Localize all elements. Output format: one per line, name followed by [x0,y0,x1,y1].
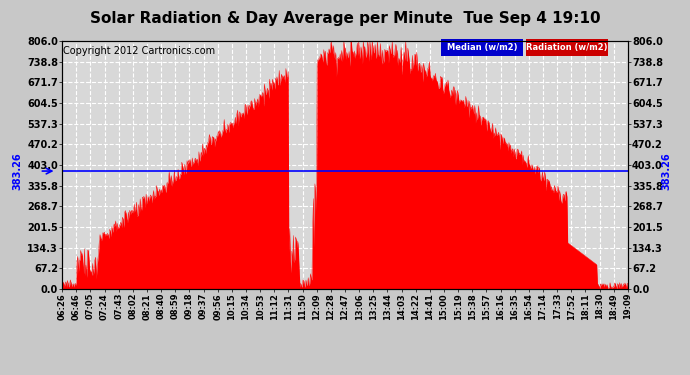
Text: 383.26: 383.26 [12,152,23,190]
FancyBboxPatch shape [526,39,608,56]
Text: Copyright 2012 Cartronics.com: Copyright 2012 Cartronics.com [63,46,215,56]
FancyBboxPatch shape [441,39,523,56]
Text: Radiation (w/m2): Radiation (w/m2) [526,43,608,52]
Text: 383.26: 383.26 [662,152,672,190]
Text: Median (w/m2): Median (w/m2) [447,43,518,52]
Text: Solar Radiation & Day Average per Minute  Tue Sep 4 19:10: Solar Radiation & Day Average per Minute… [90,11,600,26]
